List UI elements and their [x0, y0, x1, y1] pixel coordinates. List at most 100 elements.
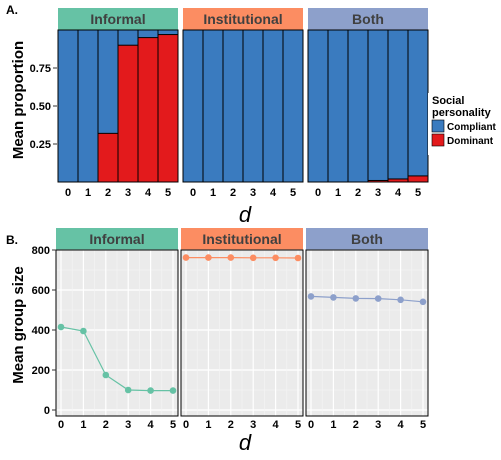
panel-b-x-tick-label: 3	[375, 419, 381, 431]
bar-dominant	[98, 133, 118, 182]
panel-b-y-axis-label: Mean group size	[10, 266, 27, 384]
panel-a-x-tick-label: 4	[270, 187, 277, 199]
panel-a-y-axis-label: Mean proportion	[10, 41, 27, 159]
panel-a-x-tick-label: 0	[190, 187, 196, 199]
bar-compliant	[78, 30, 98, 182]
bar-compliant	[388, 30, 408, 182]
data-point	[80, 328, 87, 335]
panel-a-x-tick-label: 1	[210, 187, 216, 199]
panel-b-x-tick-label: 4	[398, 419, 405, 431]
data-point	[295, 255, 302, 262]
panel-b-strip-label-institutional: Institutional	[202, 231, 281, 247]
data-point	[183, 254, 190, 261]
panel-b: Informal 0 1 2 3 4 5 Institutional 0 1 2 3 4 5 Both 0 1 2…	[32, 228, 428, 431]
bar-compliant	[223, 30, 243, 182]
panel-a-y-tick-label: 0.75	[30, 63, 51, 75]
legend-swatch-compliant	[432, 120, 444, 132]
panel-a-y-tick-label: 0.25	[30, 139, 51, 151]
panel-b-x-tick-label: 4	[273, 419, 280, 431]
data-point	[353, 295, 360, 302]
panel-a-x-tick-label: 5	[165, 187, 171, 199]
bar-dominant	[408, 176, 428, 182]
panel-b-x-axis-label: d	[239, 430, 252, 455]
panel-a-x-tick-label: 3	[375, 187, 381, 199]
bar-compliant	[348, 30, 368, 182]
bar-dominant	[368, 180, 388, 182]
data-point	[375, 295, 382, 302]
panel-b-x-tick-label: 2	[103, 419, 109, 431]
data-point	[330, 294, 337, 301]
panel-b-x-tick-label: 1	[80, 419, 86, 431]
legend-swatch-dominant	[432, 134, 444, 146]
panel-b-x-tick-label: 2	[228, 419, 234, 431]
data-point	[308, 293, 315, 300]
panel-a-strip-label-informal: Informal	[90, 11, 145, 27]
panel-b-x-tick-label: 3	[125, 419, 131, 431]
bar-compliant	[243, 30, 263, 182]
data-point	[147, 387, 154, 394]
bar-compliant	[308, 30, 328, 182]
panel-a-x-tick-label: 2	[355, 187, 361, 199]
panel-b-x-tick-label: 4	[148, 419, 155, 431]
panel-a-x-tick-label: 4	[395, 187, 402, 199]
panel-a-x-tick-label: 0	[315, 187, 321, 199]
bar-compliant	[58, 30, 78, 182]
panel-b-x-tick-label: 3	[250, 419, 256, 431]
panel-b-x-tick-label: 0	[308, 419, 314, 431]
panel-a-x-tick-label: 0	[65, 187, 71, 199]
panel-b-label: B.	[6, 233, 18, 247]
panel-a-x-tick-label: 1	[85, 187, 91, 199]
data-point	[272, 254, 279, 261]
panel-b-strip-label-both: Both	[351, 231, 383, 247]
panel-b-y-tick-label: 0	[44, 405, 50, 417]
data-point	[125, 387, 132, 394]
data-point	[170, 387, 177, 394]
data-point	[103, 372, 110, 379]
panel-b-x-tick-label: 2	[353, 419, 359, 431]
panel-b-y-tick-label: 400	[32, 325, 50, 337]
panel-b-y-tick-label: 200	[32, 365, 50, 377]
panel-b-x-tick-label: 0	[58, 419, 64, 431]
bar-compliant	[328, 30, 348, 182]
legend-item-dominant: Dominant	[447, 136, 494, 147]
bar-dominant	[138, 38, 158, 182]
panel-b-y-tick-label: 800	[32, 245, 50, 257]
legend: Social personality Compliant Dominant	[428, 93, 501, 155]
panel-b-x-tick-label: 1	[205, 419, 211, 431]
panel-a-x-tick-label: 3	[250, 187, 256, 199]
data-point	[205, 254, 212, 261]
data-point	[397, 297, 404, 304]
bar-compliant	[183, 30, 203, 182]
panel-b-x-tick-label: 1	[330, 419, 336, 431]
legend-title-line2: personality	[432, 107, 492, 119]
bar-dominant	[158, 35, 178, 182]
panel-b-y-tick-label: 600	[32, 285, 50, 297]
panel-a-x-tick-label: 2	[105, 187, 111, 199]
panel-a-x-tick-label: 2	[230, 187, 236, 199]
panel-a-y-tick-label: 0.50	[30, 101, 51, 113]
panel-b-strip-label-informal: Informal	[89, 231, 144, 247]
panel-b-x-tick-label: 0	[183, 419, 189, 431]
panel-a-label: A.	[6, 3, 18, 17]
panel-a-x-axis-label: d	[239, 202, 252, 227]
panel-a-x-tick-label: 4	[145, 187, 152, 199]
panel-b-x-tick-label: 5	[420, 419, 426, 431]
panel-a-strip-label-institutional: Institutional	[203, 11, 282, 27]
panel-a-x-tick-label: 5	[415, 187, 421, 199]
bar-compliant	[263, 30, 283, 182]
panel-a: Informal 0 1 2 3 4 5 Institutional 0 1 2 3 4 5 Both 0 1 2…	[30, 8, 428, 199]
panel-a-x-tick-label: 1	[335, 187, 341, 199]
bar-compliant	[203, 30, 223, 182]
panel-b-x-tick-label: 5	[295, 419, 301, 431]
panel-a-x-tick-label: 3	[125, 187, 131, 199]
panel-b-x-tick-label: 5	[170, 419, 176, 431]
legend-title-line1: Social	[432, 95, 464, 107]
panel-a-strip-label-both: Both	[352, 11, 384, 27]
data-point	[250, 254, 257, 261]
bar-compliant	[283, 30, 303, 182]
data-point	[58, 324, 65, 331]
panel-a-x-tick-label: 5	[290, 187, 296, 199]
bar-dominant	[388, 179, 408, 182]
bar-compliant	[368, 30, 388, 182]
